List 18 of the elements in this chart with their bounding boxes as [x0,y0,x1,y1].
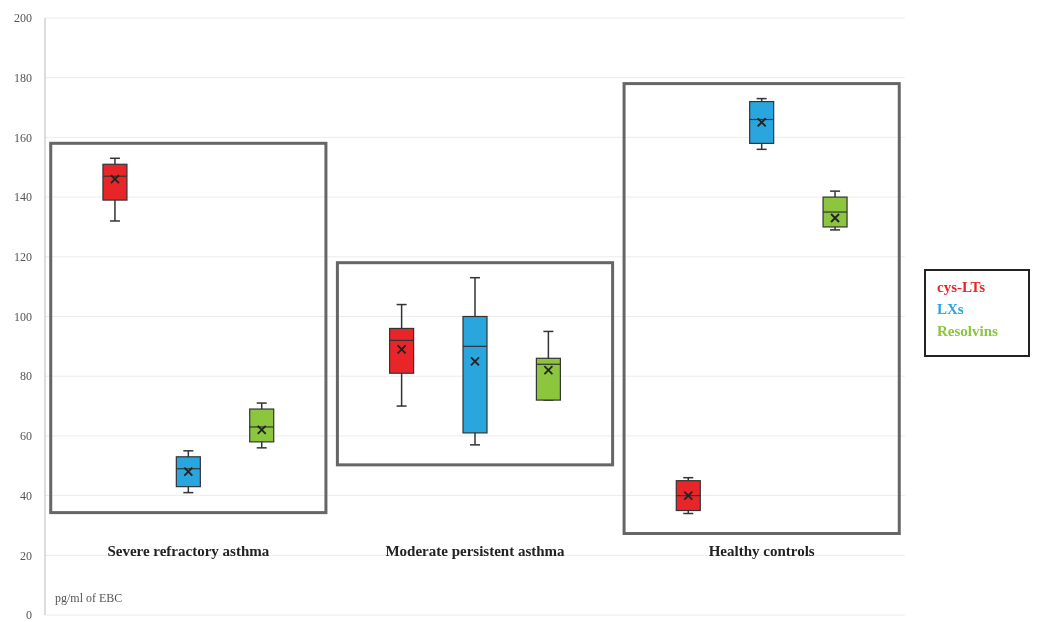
text: cys-LTs [937,279,986,295]
y-tick-label: 140 [14,190,32,205]
y-tick-label: 100 [14,309,32,324]
y-tick-label: 0 [26,608,32,622]
x-tick-label: Moderate persistent asthma [385,542,566,559]
text: Resolvins [937,323,998,339]
y-tick-label: 80 [20,369,32,384]
y-tick-label: 60 [20,429,32,444]
x-tick-label: Healthy controls [708,542,815,559]
y-tick-label: 180 [14,70,32,85]
y-tick-label: 40 [20,488,32,503]
x-tick-label: Severe refractory asthma [107,542,270,559]
y-tick-label: 200 [14,11,32,26]
text: LXs [937,301,964,317]
annotation: pg/ml of EBC [55,591,123,605]
y-tick-label: 20 [20,548,32,563]
y-tick-label: 160 [14,130,32,145]
y-tick-label: 120 [14,250,32,264]
